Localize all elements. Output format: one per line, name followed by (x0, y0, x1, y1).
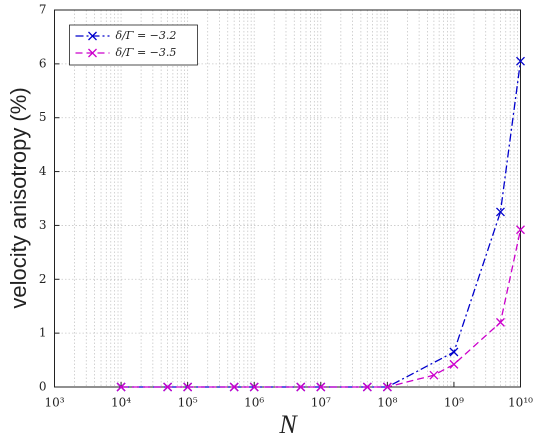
x-tick-label: 10⁵ (178, 396, 198, 410)
y-tick-label: 3 (39, 218, 47, 232)
marker (163, 382, 173, 392)
marker-cross (229, 382, 239, 392)
marker-cross (183, 382, 193, 392)
marker (296, 382, 306, 392)
marker-cross (496, 317, 505, 327)
marker-cross (516, 225, 525, 235)
legend-label: δ/Γ = −3.5 (116, 46, 177, 59)
marker-cross (429, 370, 439, 380)
marker-cross (163, 382, 173, 392)
marker (496, 317, 505, 327)
marker (449, 359, 459, 369)
y-tick-label: 4 (39, 164, 47, 178)
marker-cross (449, 347, 459, 357)
legend-label: δ/Γ = −3.2 (116, 29, 177, 42)
x-axis-label: N (278, 410, 298, 439)
y-tick-label: 5 (39, 110, 47, 124)
marker (229, 382, 239, 392)
marker-cross (316, 382, 326, 392)
marker (429, 370, 439, 380)
marker (316, 382, 326, 392)
marker-cross (116, 382, 126, 392)
marker (516, 56, 525, 66)
y-tick-label: 7 (39, 3, 47, 17)
y-tick-label: 6 (39, 56, 47, 70)
legend-marker (88, 31, 97, 41)
marker-cross (516, 56, 525, 66)
x-tick-label: 10⁹ (444, 396, 464, 410)
marker (183, 382, 193, 392)
marker (116, 382, 126, 392)
marker (496, 207, 505, 217)
x-tick-label: 10⁸ (377, 396, 397, 410)
marker (449, 347, 459, 357)
y-axis-label: velocity anisotropy (%) (6, 87, 31, 308)
x-tick-label: 10³ (44, 396, 64, 410)
x-tick-label: 10⁶ (244, 396, 264, 410)
y-tick-label: 0 (39, 380, 47, 394)
marker (249, 382, 259, 392)
marker (362, 382, 372, 392)
marker-cross (449, 359, 459, 369)
x-tick-label: 10¹⁰ (508, 396, 533, 410)
marker (516, 225, 525, 235)
marker (382, 382, 392, 392)
marker-cross (382, 382, 392, 392)
marker-cross (496, 207, 505, 217)
x-tick-label: 10⁴ (111, 396, 131, 410)
marker-cross (296, 382, 306, 392)
y-tick-label: 2 (39, 272, 47, 286)
y-tick-label: 1 (39, 326, 47, 340)
marker-cross (362, 382, 372, 392)
legend-box (69, 24, 198, 66)
x-tick-label: 10⁷ (311, 396, 331, 410)
legend-marker (88, 48, 97, 58)
marker-cross (249, 382, 259, 392)
